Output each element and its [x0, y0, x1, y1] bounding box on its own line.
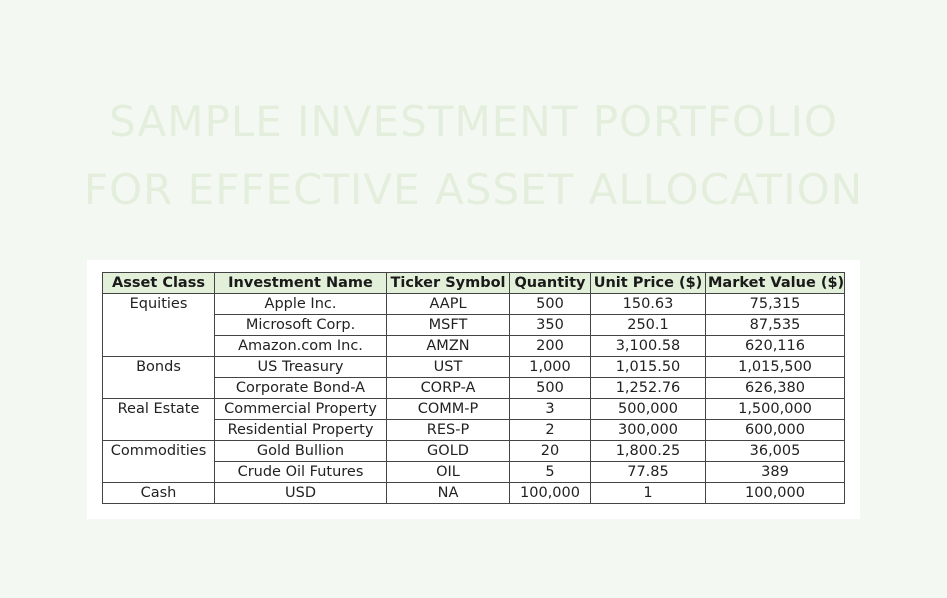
cell-market-value: 626,380: [705, 377, 845, 399]
cell-unit-price: 1,800.25: [590, 440, 706, 462]
cell-asset-class: [102, 461, 215, 483]
cell-asset-class: Bonds: [102, 356, 215, 378]
table-row: Residential Property RES-P 2 300,000 600…: [102, 419, 845, 441]
cell-investment-name: US Treasury: [214, 356, 387, 378]
table-header-row: Asset Class Investment Name Ticker Symbo…: [102, 272, 845, 294]
cell-market-value: 87,535: [705, 314, 845, 336]
cell-ticker: MSFT: [386, 314, 510, 336]
portfolio-card: Asset Class Investment Name Ticker Symbo…: [87, 260, 860, 519]
cell-unit-price: 1: [590, 482, 706, 504]
cell-ticker: NA: [386, 482, 510, 504]
cell-unit-price: 500,000: [590, 398, 706, 420]
cell-unit-price: 3,100.58: [590, 335, 706, 357]
cell-ticker: COMM-P: [386, 398, 510, 420]
cell-asset-class: [102, 419, 215, 441]
cell-investment-name: Amazon.com Inc.: [214, 335, 387, 357]
header-market-value: Market Value ($): [705, 272, 845, 294]
cell-investment-name: USD: [214, 482, 387, 504]
table-row: Crude Oil Futures OIL 5 77.85 389: [102, 461, 845, 483]
header-unit-price: Unit Price ($): [590, 272, 706, 294]
cell-investment-name: Residential Property: [214, 419, 387, 441]
cell-market-value: 1,015,500: [705, 356, 845, 378]
cell-asset-class: [102, 377, 215, 399]
cell-ticker: OIL: [386, 461, 510, 483]
cell-ticker: AMZN: [386, 335, 510, 357]
cell-market-value: 389: [705, 461, 845, 483]
cell-unit-price: 300,000: [590, 419, 706, 441]
cell-market-value: 600,000: [705, 419, 845, 441]
cell-quantity: 5: [509, 461, 591, 483]
cell-investment-name: Crude Oil Futures: [214, 461, 387, 483]
cell-quantity: 2: [509, 419, 591, 441]
table-row: Bonds US Treasury UST 1,000 1,015.50 1,0…: [102, 356, 845, 378]
header-quantity: Quantity: [509, 272, 591, 294]
cell-asset-class: [102, 335, 215, 357]
header-asset-class: Asset Class: [102, 272, 215, 294]
cell-investment-name: Commercial Property: [214, 398, 387, 420]
cell-unit-price: 1,015.50: [590, 356, 706, 378]
cell-quantity: 20: [509, 440, 591, 462]
cell-market-value: 620,116: [705, 335, 845, 357]
cell-quantity: 1,000: [509, 356, 591, 378]
title-line-1: SAMPLE INVESTMENT PORTFOLIO: [109, 97, 838, 146]
cell-unit-price: 150.63: [590, 293, 706, 315]
table-row: Amazon.com Inc. AMZN 200 3,100.58 620,11…: [102, 335, 845, 357]
table-row: Commodities Gold Bullion GOLD 20 1,800.2…: [102, 440, 845, 462]
cell-ticker: RES-P: [386, 419, 510, 441]
cell-quantity: 500: [509, 293, 591, 315]
cell-unit-price: 77.85: [590, 461, 706, 483]
table-row: Equities Apple Inc. AAPL 500 150.63 75,3…: [102, 293, 845, 315]
cell-market-value: 75,315: [705, 293, 845, 315]
cell-quantity: 350: [509, 314, 591, 336]
cell-investment-name: Apple Inc.: [214, 293, 387, 315]
cell-unit-price: 250.1: [590, 314, 706, 336]
table-row: Real Estate Commercial Property COMM-P 3…: [102, 398, 845, 420]
cell-asset-class: [102, 314, 215, 336]
table-row: Microsoft Corp. MSFT 350 250.1 87,535: [102, 314, 845, 336]
portfolio-table: Asset Class Investment Name Ticker Symbo…: [102, 272, 845, 504]
cell-ticker: UST: [386, 356, 510, 378]
cell-quantity: 500: [509, 377, 591, 399]
table-row: Corporate Bond-A CORP-A 500 1,252.76 626…: [102, 377, 845, 399]
cell-quantity: 200: [509, 335, 591, 357]
cell-unit-price: 1,252.76: [590, 377, 706, 399]
cell-ticker: AAPL: [386, 293, 510, 315]
cell-investment-name: Corporate Bond-A: [214, 377, 387, 399]
cell-investment-name: Microsoft Corp.: [214, 314, 387, 336]
cell-investment-name: Gold Bullion: [214, 440, 387, 462]
cell-asset-class: Commodities: [102, 440, 215, 462]
cell-market-value: 1,500,000: [705, 398, 845, 420]
header-ticker-symbol: Ticker Symbol: [386, 272, 510, 294]
cell-quantity: 3: [509, 398, 591, 420]
header-investment-name: Investment Name: [214, 272, 387, 294]
cell-ticker: GOLD: [386, 440, 510, 462]
cell-ticker: CORP-A: [386, 377, 510, 399]
cell-asset-class: Cash: [102, 482, 215, 504]
cell-asset-class: Equities: [102, 293, 215, 315]
table-row: Cash USD NA 100,000 1 100,000: [102, 482, 845, 504]
cell-market-value: 36,005: [705, 440, 845, 462]
cell-market-value: 100,000: [705, 482, 845, 504]
title-line-2: FOR EFFECTIVE ASSET ALLOCATION: [83, 165, 864, 214]
cell-asset-class: Real Estate: [102, 398, 215, 420]
page-title: SAMPLE INVESTMENT PORTFOLIO FOR EFFECTIV…: [0, 88, 947, 224]
cell-quantity: 100,000: [509, 482, 591, 504]
